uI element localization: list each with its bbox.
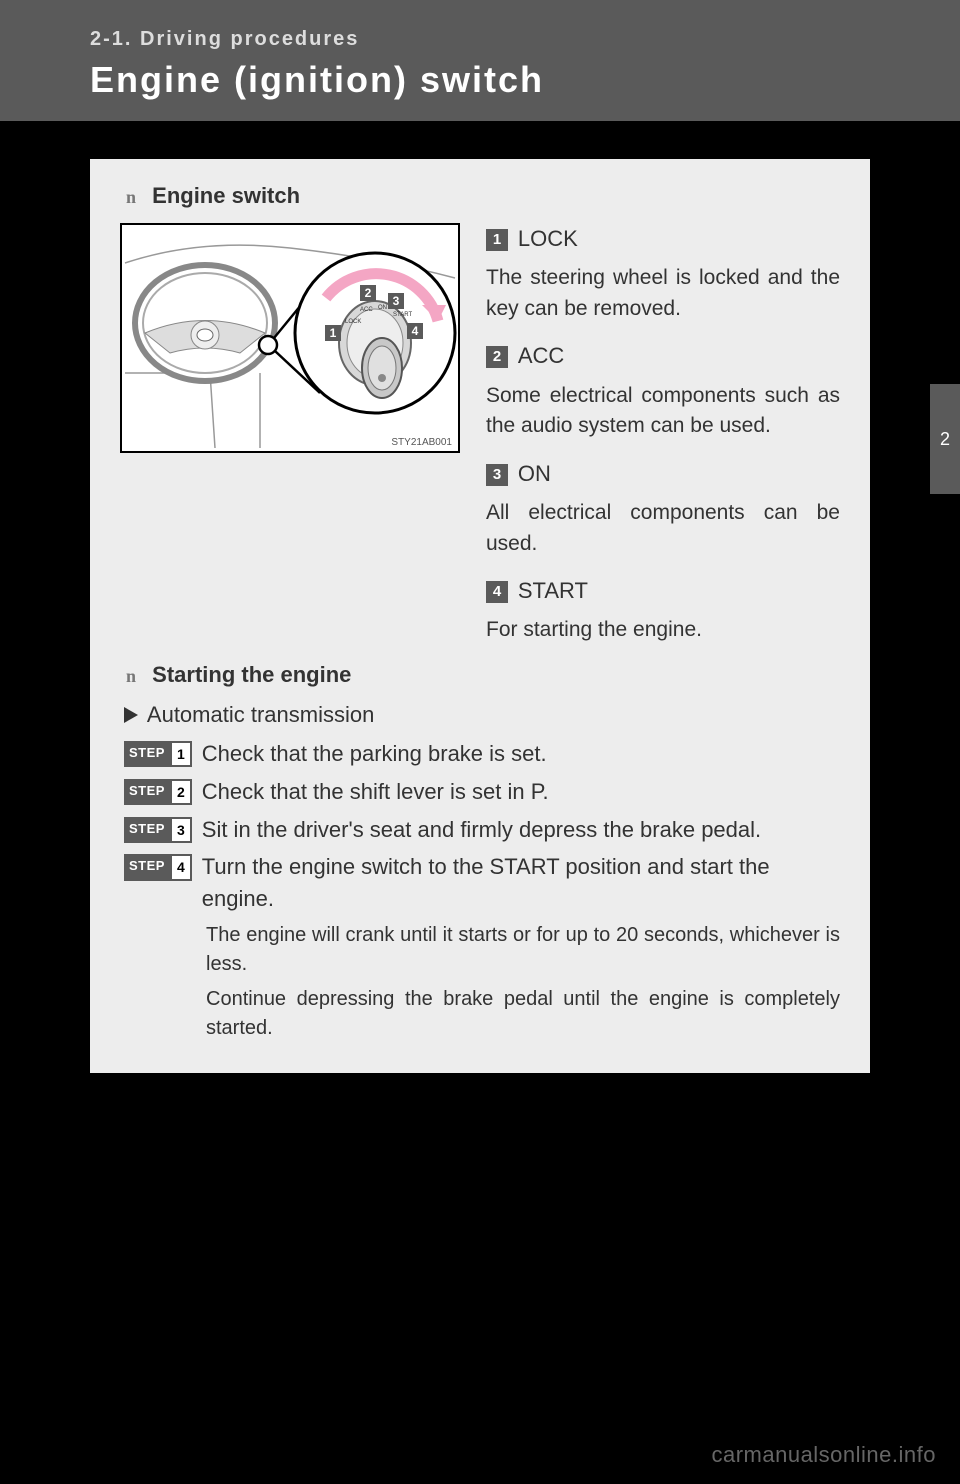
label-acc: ACC <box>518 343 564 368</box>
text-acc: Some electrical components such as the a… <box>486 381 840 442</box>
badge-3: 3 <box>486 464 508 486</box>
step-3: STEP 3 Sit in the driver's seat and firm… <box>124 814 840 846</box>
position-on: 3 ON All electrical components can be us… <box>486 458 840 559</box>
label-start: START <box>518 578 588 603</box>
text-lock: The steering wheel is locked and the key… <box>486 263 840 324</box>
step-2: STEP 2 Check that the shift lever is set… <box>124 776 840 808</box>
step-text-2: Check that the shift lever is set in P. <box>202 776 840 808</box>
step-badge-3: STEP 3 <box>124 817 192 843</box>
section-heading-text: Starting the engine <box>152 662 351 687</box>
step-badge-1: STEP 1 <box>124 741 192 767</box>
step-text-1: Check that the parking brake is set. <box>202 738 840 770</box>
sub-text: Automatic transmission <box>147 702 374 727</box>
step-text-4: Turn the engine switch to the START posi… <box>202 851 840 915</box>
section-heading-switch: n Engine switch <box>126 183 840 209</box>
svg-text:STY21AB001: STY21AB001 <box>391 437 452 448</box>
step-badge-2: STEP 2 <box>124 779 192 805</box>
position-acc: 2 ACC Some electrical components such as… <box>486 340 840 441</box>
label-lock: LOCK <box>518 226 578 251</box>
page-header: 2-1. Driving procedures Engine (ignition… <box>0 0 960 121</box>
step-text-3: Sit in the driver's seat and firmly depr… <box>202 814 840 846</box>
svg-text:3: 3 <box>393 294 400 308</box>
bullet-icon: n <box>126 666 136 686</box>
label-on: ON <box>518 461 551 486</box>
text-on: All electrical components can be used. <box>486 498 840 559</box>
text-start: For starting the engine. <box>486 615 840 645</box>
section-heading-start: n Starting the engine <box>126 662 840 688</box>
switch-descriptions: 1 LOCK The steering wheel is locked and … <box>486 223 840 662</box>
ignition-figure: LOCK ACC ON START 1 2 3 4 STY21AB001 <box>120 223 460 662</box>
note-2: Continue depressing the brake pedal unti… <box>206 985 840 1043</box>
chapter-tab: 2 <box>930 384 960 494</box>
switch-columns: LOCK ACC ON START 1 2 3 4 STY21AB001 1 L… <box>120 223 840 662</box>
badge-2: 2 <box>486 346 508 368</box>
step-4: STEP 4 Turn the engine switch to the STA… <box>124 851 840 915</box>
step-badge-4: STEP 4 <box>124 854 192 880</box>
bullet-icon: n <box>126 187 136 207</box>
badge-4: 4 <box>486 581 508 603</box>
pointer-icon <box>124 707 138 723</box>
transmission-sub: Automatic transmission <box>124 702 840 728</box>
watermark: carmanualsonline.info <box>711 1442 936 1468</box>
svg-text:START: START <box>393 312 412 318</box>
svg-text:4: 4 <box>412 324 419 338</box>
page-title: Engine (ignition) switch <box>90 59 870 101</box>
content-panel: n Engine switch <box>90 159 870 1073</box>
svg-text:LOCK: LOCK <box>345 319 361 325</box>
step-1: STEP 1 Check that the parking brake is s… <box>124 738 840 770</box>
svg-text:ON: ON <box>378 305 387 311</box>
badge-1: 1 <box>486 229 508 251</box>
svg-text:1: 1 <box>330 326 337 340</box>
svg-text:ACC: ACC <box>360 307 373 313</box>
position-lock: 1 LOCK The steering wheel is locked and … <box>486 223 840 324</box>
section-heading-text: Engine switch <box>152 183 300 208</box>
svg-text:2: 2 <box>365 286 372 300</box>
breadcrumb: 2-1. Driving procedures <box>90 28 870 51</box>
position-start: 4 START For starting the engine. <box>486 575 840 646</box>
note-1: The engine will crank until it starts or… <box>206 921 840 979</box>
